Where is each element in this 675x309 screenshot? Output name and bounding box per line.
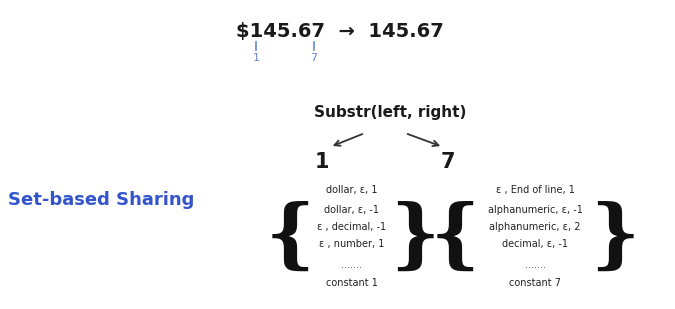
Text: dollar, ε, 1: dollar, ε, 1 [326, 185, 378, 195]
Text: decimal, ε, -1: decimal, ε, -1 [502, 239, 568, 249]
Text: 1: 1 [315, 152, 329, 172]
Text: dollar, ε, -1: dollar, ε, -1 [325, 205, 379, 215]
Text: 7: 7 [441, 152, 455, 172]
Text: .......: ....... [342, 260, 362, 270]
Text: 1: 1 [252, 53, 259, 63]
Text: alphanumeric, ε, -1: alphanumeric, ε, -1 [487, 205, 583, 215]
Text: }: } [391, 201, 439, 275]
Text: {: { [265, 201, 315, 275]
Text: $145.67  →  145.67: $145.67 → 145.67 [236, 22, 444, 41]
Text: constant 1: constant 1 [326, 278, 378, 288]
Text: alphanumeric, ε, 2: alphanumeric, ε, 2 [489, 222, 580, 232]
Text: 7: 7 [310, 53, 317, 63]
Text: Substr(left, right): Substr(left, right) [314, 105, 466, 120]
Text: ε , decimal, -1: ε , decimal, -1 [317, 222, 387, 232]
Text: {: { [431, 201, 479, 275]
Text: constant 7: constant 7 [509, 278, 561, 288]
Text: }: } [591, 201, 639, 275]
Text: Set-based Sharing: Set-based Sharing [8, 191, 194, 209]
Text: .......: ....... [524, 260, 545, 270]
Text: ε , End of line, 1: ε , End of line, 1 [495, 185, 574, 195]
Text: ε , number, 1: ε , number, 1 [319, 239, 385, 249]
